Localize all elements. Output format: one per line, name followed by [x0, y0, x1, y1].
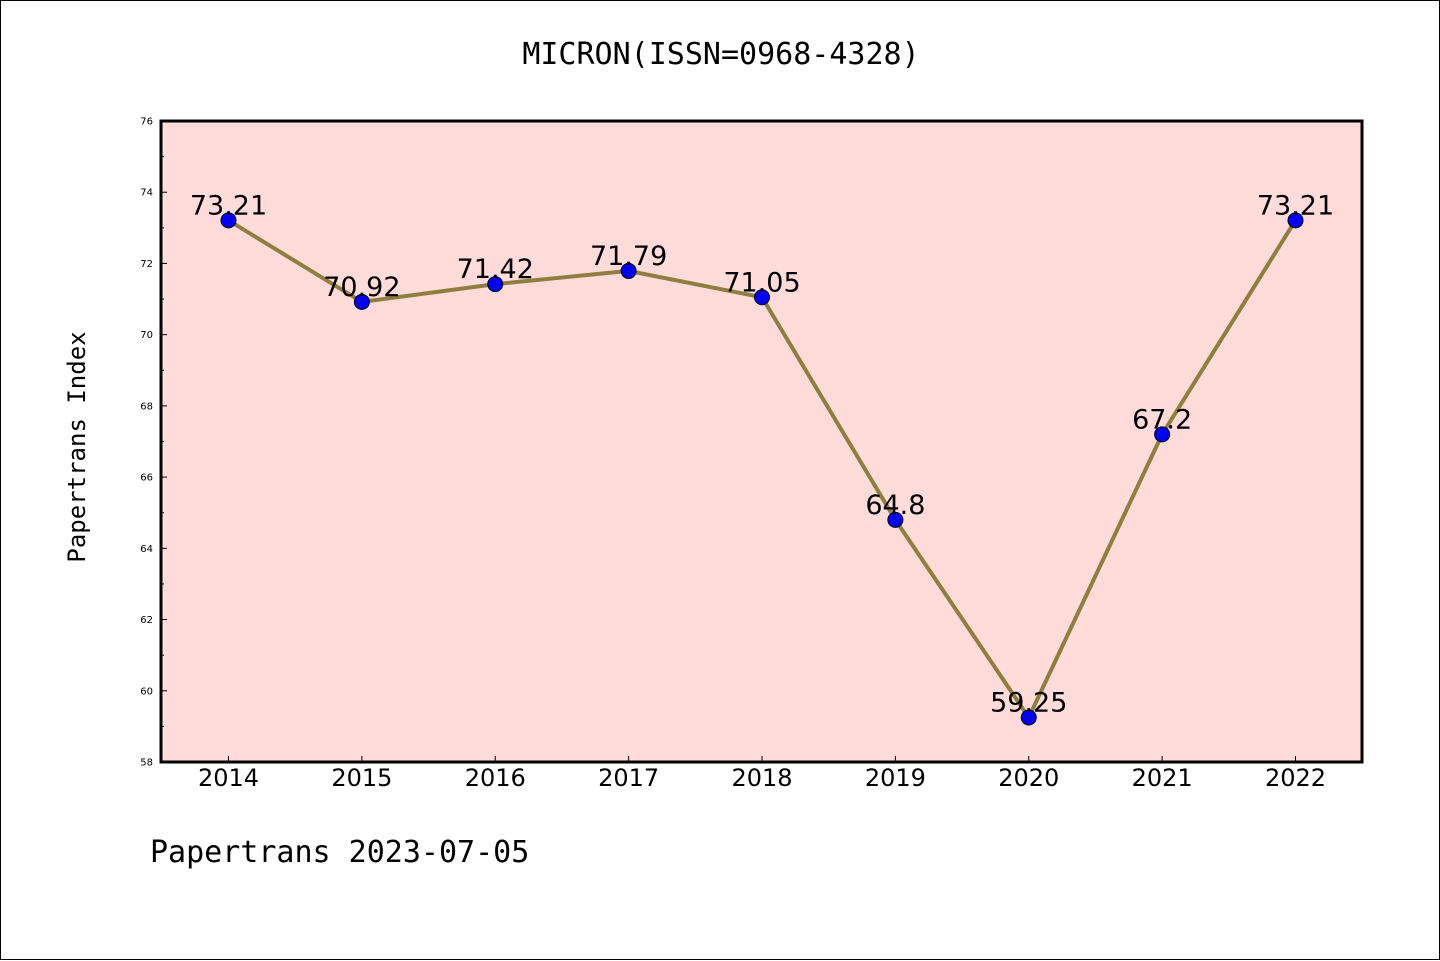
y-tick-label: 74: [140, 188, 153, 199]
x-tick-label: 2020: [998, 764, 1059, 792]
x-tick-label: 2022: [1265, 764, 1326, 792]
x-tick-label: 2014: [198, 764, 259, 792]
y-tick-label: 60: [140, 686, 153, 697]
data-label: 73.21: [190, 190, 267, 221]
data-label: 71.42: [457, 254, 534, 285]
x-tick-label: 2018: [731, 764, 792, 792]
data-label: 70.92: [323, 272, 400, 303]
y-tick-label: 58: [140, 758, 153, 769]
x-tick-label: 2017: [598, 764, 659, 792]
x-tick-label: 2015: [331, 764, 392, 792]
y-tick-label: 62: [140, 615, 153, 626]
y-tick-label: 66: [140, 473, 153, 484]
data-label: 67.2: [1132, 404, 1192, 435]
data-label: 73.21: [1257, 190, 1334, 221]
data-point: [754, 289, 770, 306]
y-tick-label: 68: [140, 401, 153, 412]
data-label: 64.8: [865, 490, 925, 521]
data-point: [1154, 426, 1171, 443]
data-point: [1020, 709, 1037, 726]
data-label: 71.79: [590, 241, 667, 272]
x-tick-label: 2021: [1132, 764, 1193, 792]
y-tick-label: 64: [140, 544, 153, 555]
data-point: [887, 511, 904, 528]
data-point: [1287, 212, 1304, 229]
data-point: [353, 293, 370, 310]
x-tick-label: 2016: [465, 764, 526, 792]
footer-note: Papertrans 2023-07-05: [150, 835, 530, 870]
plot-border: [159, 119, 1364, 764]
plot-area: [161, 121, 1362, 762]
data-label: 71.05: [723, 267, 800, 298]
x-tick-label: 2019: [865, 764, 926, 792]
y-tick-label: 76: [140, 117, 153, 128]
data-label: 59.25: [990, 687, 1067, 718]
y-tick-label: 70: [140, 330, 153, 341]
y-tick-label: 72: [140, 259, 153, 270]
data-point: [620, 262, 637, 279]
data-point: [487, 276, 504, 293]
data-point: [220, 212, 237, 229]
chart-title: MICRON(ISSN=0968-4328): [522, 37, 920, 72]
